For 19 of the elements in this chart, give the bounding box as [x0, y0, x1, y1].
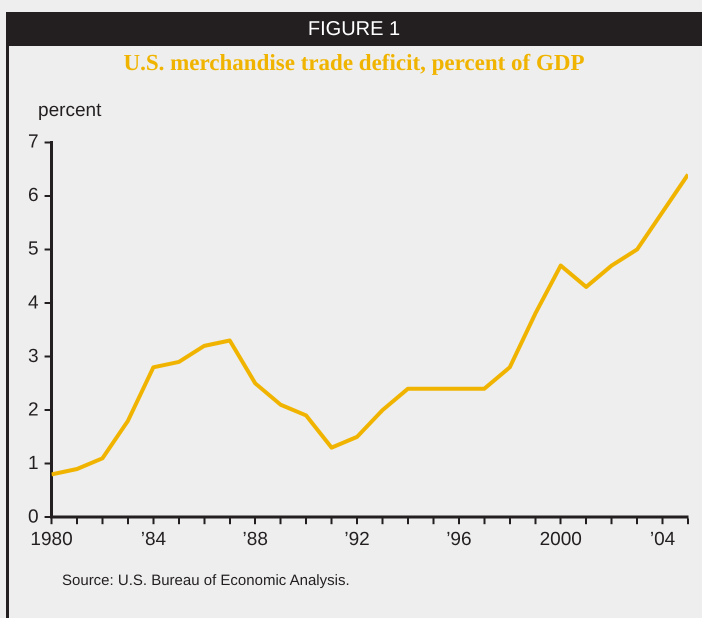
y-tick-label: 7: [28, 132, 39, 153]
y-tick-label: 5: [28, 238, 39, 260]
y-axis-title: percent: [38, 100, 102, 122]
y-tick-label: 0: [28, 506, 39, 528]
x-tick-label: ’92: [344, 528, 370, 550]
x-tick-label: ’84: [140, 528, 167, 550]
y-tick-label: 4: [28, 292, 39, 314]
x-tick-label: 1980: [30, 528, 73, 550]
x-tick-label: 2000: [540, 528, 582, 550]
x-tick-label: ’96: [446, 528, 472, 550]
x-tick-label: ’04: [650, 528, 676, 550]
y-tick-label: 3: [28, 346, 39, 367]
y-tick-label: 6: [28, 185, 39, 206]
y-tick-label: 1: [28, 452, 39, 474]
chart-title: FIGURE 1: [6, 12, 702, 46]
x-tick-label: ’88: [242, 528, 268, 550]
chart-subtitle: U.S. merchandise trade deficit, percent of GDP: [122, 50, 586, 76]
y-tick-label: 2: [28, 399, 39, 420]
source-note: Source: U.S. Bureau of Economic Analysis.: [62, 572, 350, 589]
